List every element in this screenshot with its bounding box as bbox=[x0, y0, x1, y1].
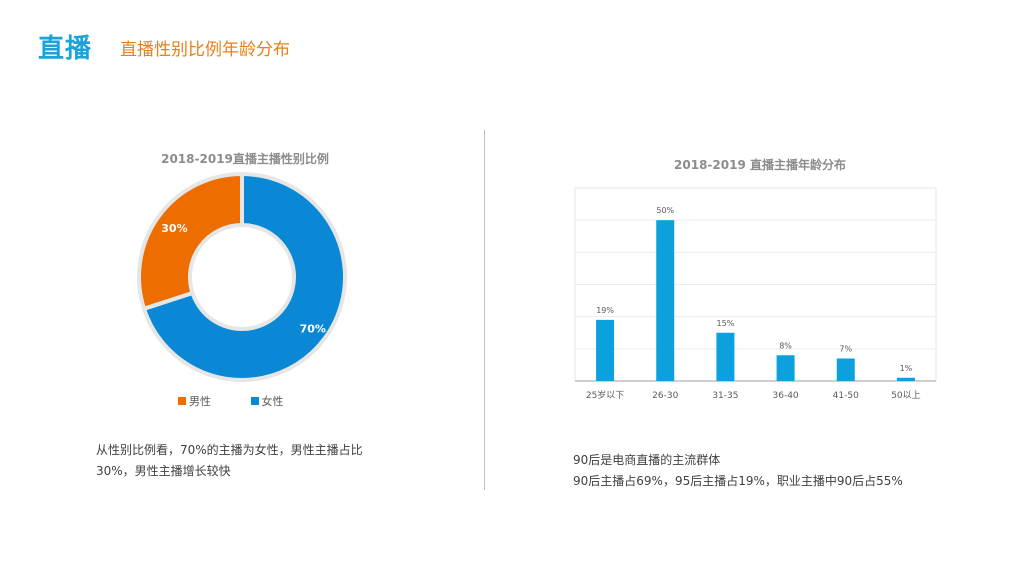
gender-pie-chart: 30% 70% bbox=[137, 171, 347, 382]
bar bbox=[716, 332, 735, 381]
gender-note-line1: 从性别比例看，70%的主播为女性，男性主播占比 bbox=[96, 443, 363, 457]
bar-data-label: 8% bbox=[779, 341, 792, 350]
x-tick-label: 50以上 bbox=[891, 390, 920, 401]
age-note-line1: 90后是电商直播的主流群体 bbox=[573, 453, 721, 467]
bar-chart-title: 2018-2019 直播主播年龄分布 bbox=[674, 158, 846, 172]
bar-data-label: 50% bbox=[656, 206, 674, 215]
bar-data-label: 19% bbox=[596, 306, 614, 315]
age-note: 90后是电商直播的主流群体 90后主播占69%，95后主播占19%，职业主播中9… bbox=[573, 450, 973, 492]
pie-slice-female bbox=[141, 171, 347, 382]
bar bbox=[656, 220, 675, 381]
gender-note-line2: 30%，男性主播增长较快 bbox=[96, 464, 231, 478]
pie-chart-title: 2018-2019直播主播性别比例 bbox=[161, 152, 329, 166]
bar-data-label: 1% bbox=[900, 364, 913, 373]
pie-label-female: 70% bbox=[300, 322, 326, 335]
x-tick-label: 25岁以下 bbox=[586, 389, 624, 401]
bar-data-label: 7% bbox=[839, 344, 852, 353]
bar-data-label: 15% bbox=[717, 319, 735, 328]
bar bbox=[596, 319, 615, 381]
legend-swatch-female bbox=[250, 397, 259, 405]
x-tick-label: 41-50 bbox=[833, 391, 859, 401]
divider bbox=[484, 130, 485, 490]
bar bbox=[776, 355, 795, 381]
bar bbox=[896, 377, 915, 381]
legend-label-male: 男性 bbox=[189, 395, 211, 408]
x-tick-label: 26-30 bbox=[652, 391, 678, 401]
page-title: 直播 bbox=[38, 34, 93, 64]
pie-slice-male bbox=[137, 171, 244, 312]
page-subtitle: 直播性别比例年龄分布 bbox=[120, 40, 290, 60]
gender-note: 从性别比例看，70%的主播为女性，男性主播占比 30%，男性主播增长较快 bbox=[96, 440, 396, 482]
age-bar-chart: 19% 25岁以下 50% 26-30 15% 31-35 8% 36-40 7% 41-50 1%… bbox=[574, 187, 937, 401]
age-note-line2: 90后主播占69%，95后主播占19%，职业主播中90后占55% bbox=[573, 474, 903, 488]
legend-label-female: 女性 bbox=[261, 395, 284, 408]
legend-swatch-male bbox=[178, 397, 186, 405]
pie-legend: 男性 女性 bbox=[178, 393, 320, 409]
bar bbox=[836, 358, 855, 381]
x-tick-label: 36-40 bbox=[773, 391, 799, 401]
pie-label-male: 30% bbox=[161, 222, 187, 235]
legend-item-female: 女性 bbox=[250, 393, 284, 409]
legend-item-male: 男性 bbox=[178, 393, 211, 409]
x-tick-label: 31-35 bbox=[712, 391, 738, 401]
